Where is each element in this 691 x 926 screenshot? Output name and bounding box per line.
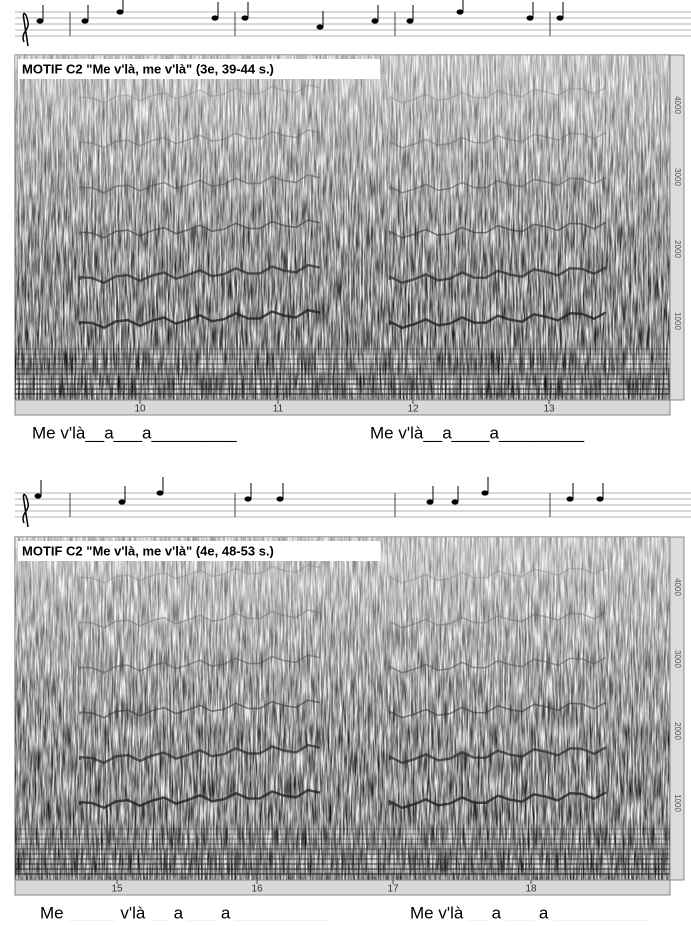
title-box: [18, 59, 380, 79]
time-tick-label: 16: [251, 884, 263, 895]
note: [244, 496, 252, 502]
freq-tick-label: 4000: [673, 578, 682, 596]
freq-tick-label: 1000: [673, 794, 682, 812]
note: [156, 490, 164, 496]
panel: MOTIF C2 "Me v'là, me v'là" (4e, 48-53 s…: [14, 477, 691, 922]
note: [241, 15, 249, 21]
note: [451, 499, 459, 505]
note: [116, 9, 124, 15]
note: [118, 499, 126, 505]
freq-tick-label: 2000: [673, 240, 682, 258]
time-tick-label: 12: [407, 404, 419, 415]
note: [426, 499, 434, 505]
time-tick-label: 18: [525, 884, 537, 895]
note: [481, 490, 489, 496]
spectrogram-fade: [15, 537, 670, 880]
note: [276, 496, 284, 502]
panel-title: MOTIF C2 "Me v'là, me v'là" (4e, 48-53 s…: [22, 543, 274, 558]
time-axis: [14, 879, 671, 896]
note: [371, 18, 379, 24]
time-tick-label: 15: [111, 884, 123, 895]
freq-axis: [669, 54, 685, 401]
note: [211, 15, 219, 21]
time-tick-label: 10: [134, 404, 146, 415]
lyrics: Me _____ v'là __ a ___ a __________: [40, 903, 330, 921]
lyrics: Me v'là__a____a_________: [370, 423, 585, 442]
lyrics: Me v'là __ a ___ a __________: [410, 903, 648, 921]
freq-axis: [669, 536, 685, 881]
note: [406, 18, 414, 24]
panel: MOTIF C2 "Me v'là, me v'là" (3e, 39-44 s…: [14, 0, 691, 442]
freq-tick-label: 3000: [673, 168, 682, 186]
note: [316, 24, 324, 30]
note: [566, 496, 574, 502]
note: [81, 18, 89, 24]
clef: [22, 493, 29, 528]
freq-tick-label: 2000: [673, 722, 682, 740]
note: [36, 18, 44, 24]
note: [34, 493, 42, 499]
note: [596, 496, 604, 502]
freq-tick-label: 1000: [673, 312, 682, 330]
clef: [22, 12, 29, 47]
freq-tick-label: 4000: [673, 96, 682, 114]
note: [456, 9, 464, 15]
time-tick-label: 13: [543, 404, 555, 415]
lyrics: Me v'là__a___a_________: [32, 423, 237, 442]
freq-tick-label: 3000: [673, 650, 682, 668]
title-box: [18, 541, 380, 561]
time-axis: [14, 399, 671, 416]
note: [556, 15, 564, 21]
spectrogram-fade: [15, 55, 670, 400]
panel-title: MOTIF C2 "Me v'là, me v'là" (3e, 39-44 s…: [22, 61, 274, 76]
note: [526, 15, 534, 21]
time-tick-label: 11: [273, 404, 284, 415]
time-tick-label: 17: [387, 884, 399, 895]
